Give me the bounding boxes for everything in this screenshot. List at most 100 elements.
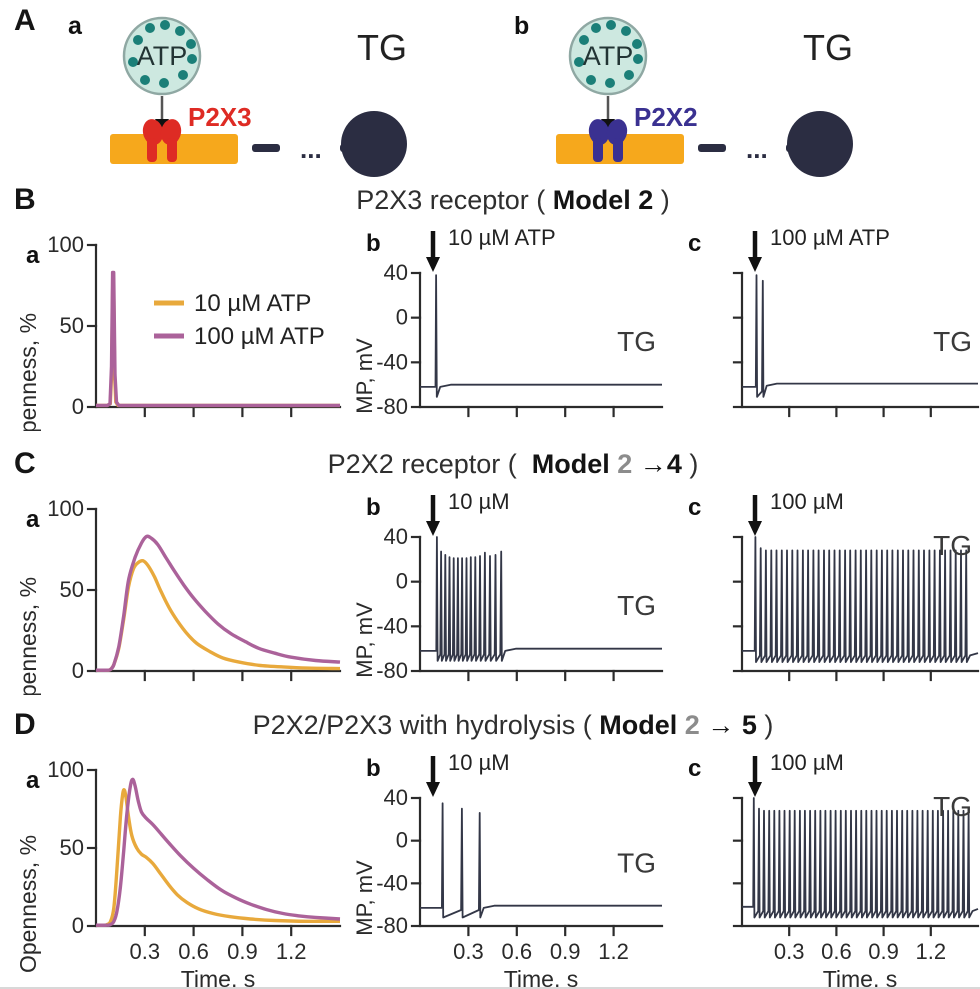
panel-C-letter: C: [14, 447, 36, 480]
title-segment: P2X3 receptor (: [356, 185, 553, 215]
tg-label: TG: [933, 530, 972, 561]
chain-dots: ...: [300, 134, 322, 164]
plot-B-mp-100uM: c 100 µM ATP TG: [688, 225, 979, 418]
ytick-label: 50: [60, 313, 84, 338]
plot-C-mp-10uM: b MP, mV 40 0 -40 -80 10 µM TG: [352, 489, 663, 683]
stim-arrow-icon: [747, 231, 762, 272]
ytick-label: 50: [60, 835, 84, 860]
subpanel-letter: a: [68, 12, 83, 40]
panel-C-title: P2X2 receptor ( Model 2 →4 ): [0, 447, 980, 481]
y-axis-title: Openness, %: [15, 313, 41, 431]
stim-arrow-icon: [747, 495, 762, 536]
schematic-p2x2: b ATP P2X2... TG: [514, 12, 853, 177]
series-10-µM-ATP: [95, 788, 341, 927]
xtick-label: 0.6: [178, 939, 209, 964]
tg-label: TG: [803, 27, 853, 68]
x-axis-title: Time, s: [823, 966, 898, 989]
ytick-label: 100: [47, 232, 84, 257]
ytick-label: 40: [383, 524, 407, 549]
stim-label: 10 µM: [448, 750, 510, 775]
title-segment: ): [756, 710, 774, 740]
schematic-p2x3: a ATP P2X3... TG: [68, 12, 407, 177]
ytick-label: 0: [396, 569, 408, 594]
axes: [410, 271, 663, 418]
tg-neuron-icon: [341, 111, 407, 177]
panel-D-plots: a Openness, % 0 50 100 0.3 0.6 0.9 1.2 Time, s b M…: [0, 744, 980, 989]
tg-label: TG: [933, 791, 972, 822]
mp-trace: [741, 797, 979, 919]
y-axis-title: Openness, %: [15, 577, 41, 695]
ytick-label: 0: [72, 658, 84, 683]
series-100-µM-ATP: [95, 534, 341, 672]
plot-D-mp-100uM: c 0.3 0.6 0.9 1.2 Time, s 100 µM TG: [688, 750, 979, 989]
axes: [732, 271, 979, 418]
xtick-label: 0.3: [130, 939, 161, 964]
subpanel-letter: a: [26, 767, 40, 794]
ytick-label: -40: [376, 349, 408, 374]
subpanel-letter: b: [366, 494, 381, 521]
ytick-label: 40: [383, 260, 407, 285]
y-axis-title: MP, mV: [352, 602, 377, 678]
ytick-label: 0: [72, 913, 84, 938]
tg-label: TG: [617, 590, 656, 621]
title-segment: Model: [531, 449, 618, 479]
mp-trace: [419, 274, 662, 398]
mp-trace: [741, 274, 978, 398]
subpanel-letter: c: [688, 230, 701, 257]
vesicle-label: ATP: [583, 41, 634, 71]
atp-vesicle-icon: [122, 16, 202, 96]
tg-neuron-icon: [787, 111, 853, 177]
title-segment: P2X2/P2X3 with hydrolysis (: [252, 710, 600, 740]
plot-C-mp-100uM: c 100 µM TG: [688, 489, 979, 682]
xtick-label: 1.2: [598, 939, 629, 964]
y-axis-title: Openness, %: [15, 835, 41, 973]
xtick-label: 1.2: [276, 939, 307, 964]
ytick-label: -40: [376, 613, 408, 638]
xtick-label: 0.6: [501, 939, 532, 964]
xtick-label: 0.3: [774, 939, 805, 964]
series-100-µM-ATP: [96, 270, 340, 408]
stim-arrow-icon: [425, 756, 440, 797]
xtick-label: 1.2: [915, 939, 946, 964]
title-segment: →: [699, 710, 742, 740]
mp-trace: [419, 536, 662, 662]
panel-D-letter: D: [14, 708, 36, 741]
plot-D-openness: a Openness, % 0 50 100 0.3 0.6 0.9 1.2 Time, s: [15, 757, 342, 987]
ytick-label: 100: [47, 496, 84, 521]
axes: [410, 535, 663, 682]
subpanel-letter: b: [514, 12, 529, 40]
xtick-label: 0.3: [453, 939, 484, 964]
receptor-icon: [588, 119, 628, 162]
axes: [732, 796, 979, 937]
panel-B: B P2X3 receptor ( Model 2 ) a Openness, %…: [0, 183, 980, 431]
ytick-label: 0: [396, 305, 408, 330]
xtick-label: 0.9: [868, 939, 899, 964]
stim-label: 100 µM: [770, 750, 844, 775]
plot-B-openness: a Openness, % 0 50 100 10 µM ATP 100 µM ATP: [15, 232, 342, 431]
stim-label: 10 µM ATP: [448, 225, 556, 250]
xtick-label: 0.9: [550, 939, 581, 964]
subpanel-letter: a: [26, 242, 40, 269]
y-axis-title: MP, mV: [352, 860, 377, 936]
title-segment: ): [653, 185, 670, 215]
subpanel-letter: b: [366, 230, 381, 257]
ytick-label: 40: [383, 785, 407, 810]
title-segment: 4: [666, 449, 682, 479]
xtick-label: 0.9: [227, 939, 258, 964]
plot-B-mp-10uM: b MP, mV 40 0 -40 -80 10 µM ATP TG: [352, 225, 663, 419]
subpanel-letter: a: [26, 506, 40, 533]
mp-trace: [419, 802, 662, 919]
xtick-label: 0.6: [821, 939, 852, 964]
stim-label: 10 µM: [448, 489, 510, 514]
title-segment: 5: [741, 710, 757, 740]
title-segment: P2X2 receptor (: [327, 449, 532, 479]
receptor-label: P2X3: [188, 102, 252, 132]
x-axis-title: Time, s: [504, 966, 579, 989]
panel-B-title: P2X3 receptor ( Model 2 ): [0, 183, 980, 217]
panel-B-plots: a Openness, % 0 50 100 10 µM ATP 100 µM ATP b M…: [0, 219, 980, 431]
atp-vesicle-icon: [568, 16, 648, 96]
axes: [410, 796, 663, 937]
receptor-icon: [142, 119, 182, 162]
ytick-label: 0: [72, 394, 84, 419]
